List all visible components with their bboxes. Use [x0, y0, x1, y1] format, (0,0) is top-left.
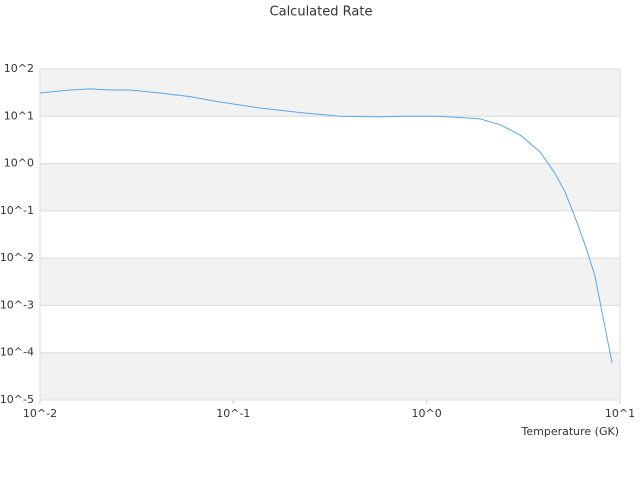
x-tick-label: 10^-2: [23, 407, 57, 420]
y-tick-label: 10^2: [4, 62, 34, 75]
line-series: [39, 88, 613, 364]
x-tick-label: 10^1: [605, 407, 635, 420]
grid-band: [40, 352, 620, 400]
y-tick-label: 10^0: [4, 157, 34, 170]
plot-frame: [39, 68, 621, 401]
grid-band: [40, 69, 620, 117]
x-axis-label: Temperature (GK): [521, 425, 620, 438]
grid-band: [40, 258, 620, 306]
y-tick-label: 10^-3: [0, 298, 34, 311]
grid-band: [40, 163, 620, 211]
chart-title: Calculated Rate: [270, 5, 373, 20]
y-tick-label: 10^-2: [0, 251, 34, 264]
y-tick-label: 10^-4: [0, 346, 34, 359]
y-tick-label: 10^1: [4, 109, 34, 122]
y-tick-label: 10^-1: [0, 204, 34, 217]
x-tick-label: 10^0: [412, 407, 442, 420]
x-tick-label: 10^-1: [216, 407, 250, 420]
y-tick-label: 10^-5: [0, 393, 34, 406]
